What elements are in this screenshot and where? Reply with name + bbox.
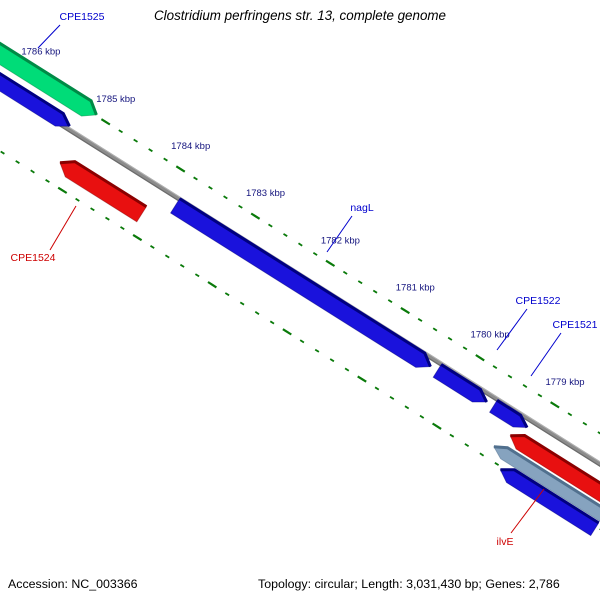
gene-arrow-bevel — [510, 433, 600, 485]
kbp-label: 1783 kbp — [246, 188, 285, 199]
label-pointer-line — [37, 24, 61, 49]
gene-arrow-bevel — [0, 41, 98, 116]
accession-text: Accession: NC_003366 — [8, 577, 138, 591]
label-pointer-line — [510, 488, 545, 534]
kbp-label: 1780 kbp — [471, 330, 510, 341]
label-pointer-line — [496, 308, 528, 351]
gene-arrow-bevel — [440, 363, 488, 403]
kbp-label: 1781 kbp — [396, 283, 435, 294]
kbp-label: 1782 kbp — [321, 235, 360, 246]
gene-label-CPE1522[interactable]: CPE1522 — [516, 295, 561, 307]
gene-arrow-bevel — [496, 399, 529, 429]
kbp-label: 1785 kbp — [96, 94, 135, 105]
gene-arrow-bevel — [0, 71, 71, 127]
status-bar: Accession: NC_003366 Topology: circular;… — [0, 575, 600, 597]
gene-arrow-bevel — [178, 197, 432, 368]
label-pointer-line — [530, 332, 562, 377]
kbp-label: 1786 kbp — [21, 47, 60, 58]
gene-arrow-cpe1522[interactable] — [432, 363, 488, 403]
gene-label-ilvE[interactable]: ilvE — [497, 536, 514, 548]
gene-arrow-cpe1525-green[interactable] — [0, 16, 97, 117]
gene-label-CPE1524[interactable]: CPE1524 — [11, 252, 56, 264]
gene-label-CPE1525[interactable]: CPE1525 — [60, 11, 105, 23]
kbp-labels: 1786 kbp 1785 kbp 1784 kbp 1783 kbp 1782 kbp… — [21, 47, 584, 388]
label-pointer-line — [326, 215, 353, 253]
gene-arrow-bevel — [500, 468, 600, 525]
kbp-label: 1779 kbp — [545, 377, 584, 388]
label-pointer-line — [49, 205, 77, 251]
gene-label-nagL[interactable]: nagL — [350, 202, 374, 214]
genes — [0, 16, 600, 537]
gene-label-CPE1521[interactable]: CPE1521 — [553, 319, 598, 331]
topology-text: Topology: circular; Length: 3,031,430 bp… — [258, 577, 560, 591]
figure-title: Clostridium perfringens str. 13, complet… — [154, 8, 446, 23]
gene-labels: CPE1525 CPE1524 nagL CPE1522 CPE1521 ilvE — [11, 11, 598, 548]
gene-arrow-bevel — [59, 160, 148, 208]
kbp-label: 1784 kbp — [171, 141, 210, 152]
gene-arrow-bevel — [493, 445, 600, 508]
